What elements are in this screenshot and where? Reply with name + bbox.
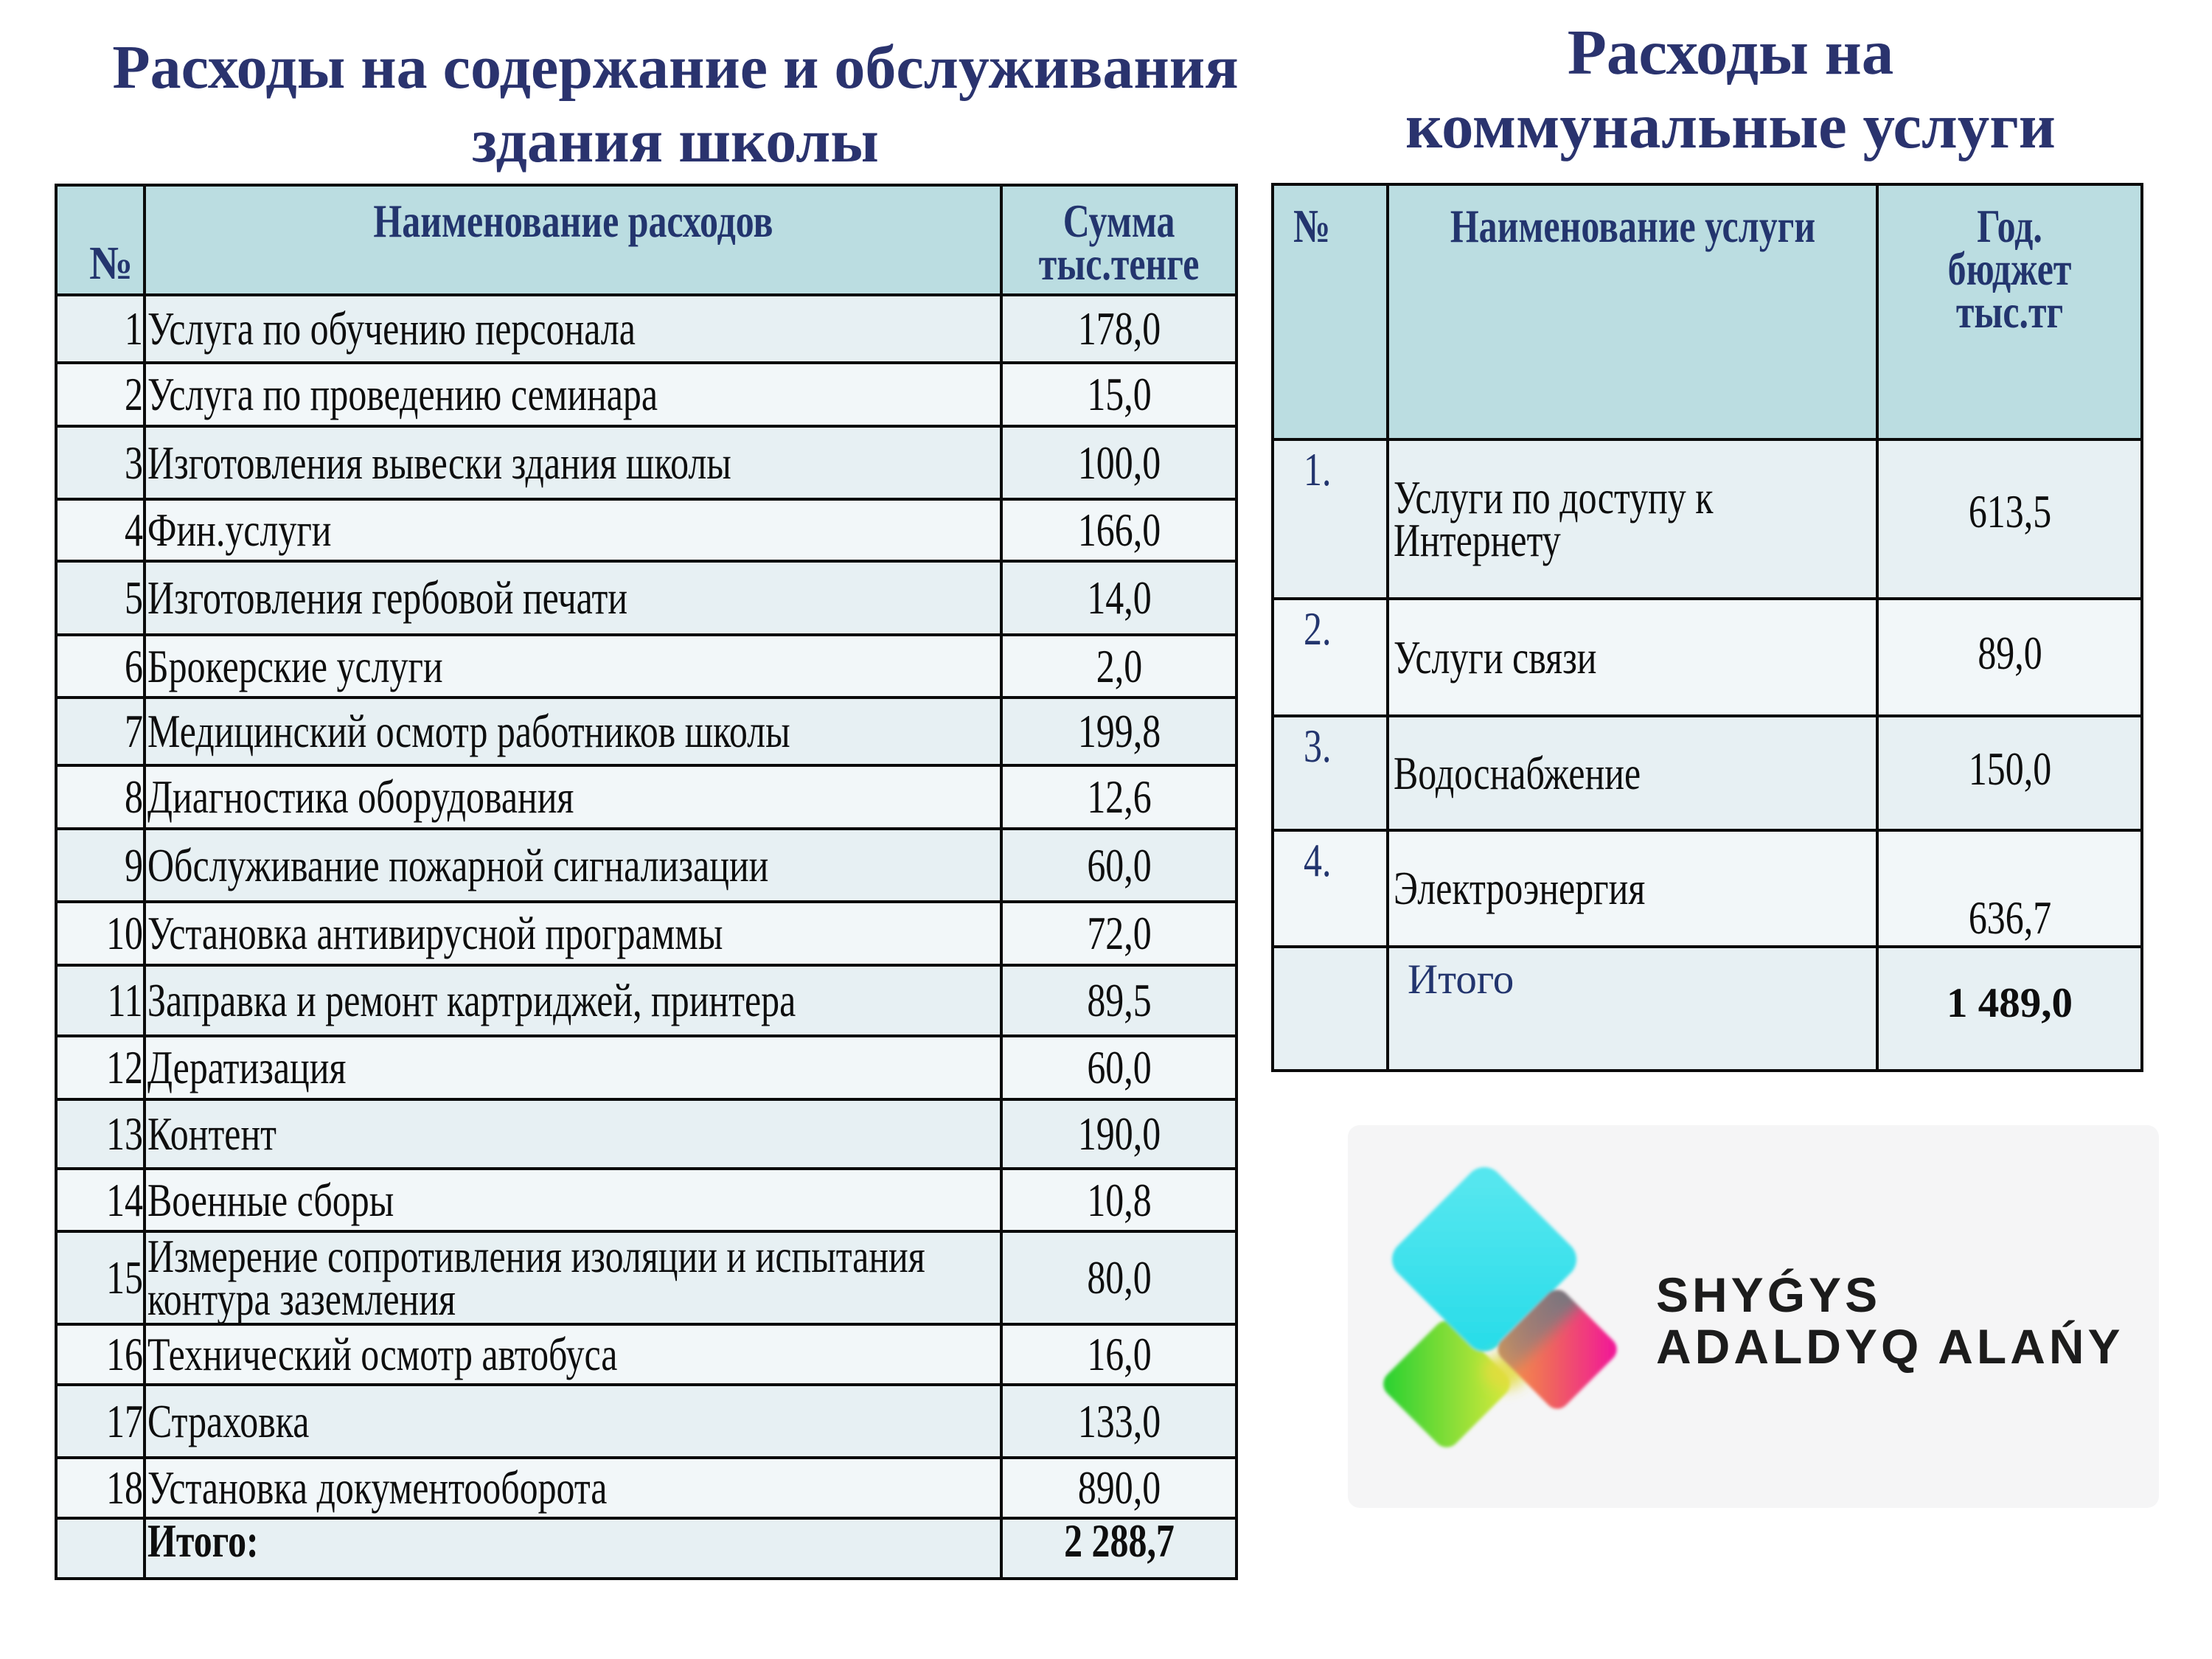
svg-text:SHYǴYS: SHYǴYS: [1656, 1267, 1881, 1322]
svg-text:ADALDYQ ALAŃY: ADALDYQ ALAŃY: [1656, 1319, 2124, 1374]
